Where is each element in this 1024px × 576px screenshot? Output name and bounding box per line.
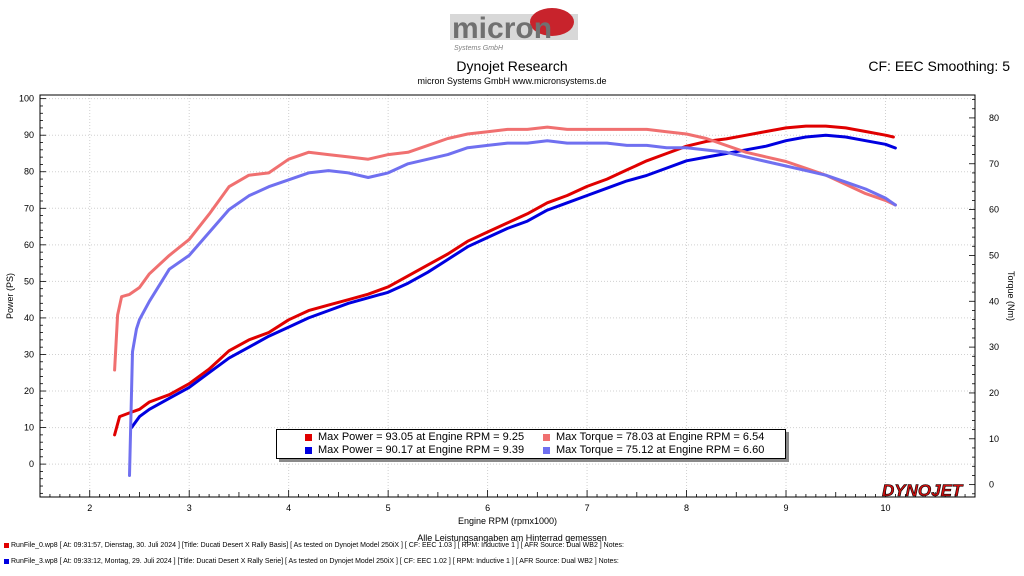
y2-tick-label: 40 (989, 296, 999, 306)
series (113, 124, 897, 477)
axes: 2 3 4 5 6 7 8 9 10010203040506070809010001020304… (19, 94, 999, 513)
run-marker (4, 542, 9, 548)
y-tick-label: 40 (24, 313, 34, 323)
y-tick-label: 50 (24, 276, 34, 286)
series-line-4 (128, 139, 897, 477)
y-tick-label: 10 (24, 423, 34, 433)
y2-tick-label: 70 (989, 159, 999, 169)
run-text: RunFile_3.wp8 [ At: 09:33:12, Montag, 29… (11, 558, 619, 565)
y2-axis-label: Torque (Nm) (1006, 271, 1016, 321)
dynojet-logo: DYNOJET (882, 481, 965, 500)
x-tick-label: 9 (784, 503, 789, 513)
x-axis-label: Engine RPM (rpmx1000) (458, 516, 557, 526)
x-tick-label: 6 (485, 503, 490, 513)
report-title: Dynojet Research (456, 58, 568, 74)
logo-word: micron (452, 12, 552, 45)
x-tick-label: 2 (87, 503, 92, 513)
y2-tick-label: 80 (989, 113, 999, 123)
y-tick-label: 90 (24, 130, 34, 140)
legend-item-torque-2: Max Torque = 75.12 at Engine RPM = 6.60 (543, 444, 764, 456)
run-marker (4, 558, 9, 564)
y-tick-label: 20 (24, 386, 34, 396)
footer-note: Alle Leistungsangaben am Hinterrad gemes… (417, 533, 607, 543)
legend-label: Max Power = 93.05 at Engine RPM = 9.25 (318, 431, 525, 443)
y-tick-label: 70 (24, 203, 34, 213)
y2-tick-label: 30 (989, 342, 999, 352)
series-line-3 (113, 125, 897, 372)
y-tick-label: 60 (24, 240, 34, 250)
y-tick-label: 100 (19, 94, 34, 104)
legend-label: Max Power = 90.17 at Engine RPM = 9.39 (318, 444, 525, 456)
report-subtitle: micron Systems GmbH www.micronsystems.de (417, 76, 607, 86)
run-info-1: RunFile_0.wp8 [ At: 09:31:57, Dienstag, … (4, 542, 624, 549)
x-tick-label: 10 (880, 503, 890, 513)
legend-label: Max Torque = 75.12 at Engine RPM = 6.60 (556, 444, 765, 456)
legend-swatch (543, 446, 550, 454)
y-tick-label: 0 (29, 459, 34, 469)
series-line-2 (130, 133, 897, 430)
logo-sub: Systems GmbH (454, 45, 504, 52)
y-tick-label: 30 (24, 349, 34, 359)
x-tick-label: 4 (286, 503, 291, 513)
legend: Max Power = 93.05 at Engine RPM = 9.25 M… (276, 429, 786, 459)
x-tick-label: 5 (386, 503, 391, 513)
smoothing-label: CF: EEC Smoothing: 5 (868, 58, 1010, 74)
run-info-2: RunFile_3.wp8 [ At: 09:33:12, Montag, 29… (4, 558, 619, 565)
x-tick-label: 7 (585, 503, 590, 513)
series-line-1 (113, 124, 895, 437)
x-tick-label: 3 (187, 503, 192, 513)
y-axis-label: Power (PS) (5, 273, 15, 319)
y2-tick-label: 0 (989, 480, 994, 490)
legend-swatch (543, 433, 550, 441)
y-tick-label: 80 (24, 167, 34, 177)
y2-tick-label: 60 (989, 205, 999, 215)
y2-tick-label: 10 (989, 434, 999, 444)
legend-swatch (305, 433, 312, 441)
run-text: RunFile_0.wp8 [ At: 09:31:57, Dienstag, … (11, 542, 624, 549)
dynojet-word: DYNOJET (882, 481, 964, 500)
legend-swatch (305, 446, 312, 454)
x-tick-label: 8 (684, 503, 689, 513)
legend-item-torque-1: Max Torque = 78.03 at Engine RPM = 6.54 (543, 431, 764, 443)
y2-tick-label: 20 (989, 388, 999, 398)
legend-item-power-2: Max Power = 90.17 at Engine RPM = 9.39 (305, 444, 524, 456)
y2-tick-label: 50 (989, 250, 999, 260)
legend-label: Max Torque = 78.03 at Engine RPM = 6.54 (556, 431, 765, 443)
micron-logo: micron Systems GmbH (450, 8, 578, 52)
legend-item-power-1: Max Power = 93.05 at Engine RPM = 9.25 (305, 431, 524, 443)
